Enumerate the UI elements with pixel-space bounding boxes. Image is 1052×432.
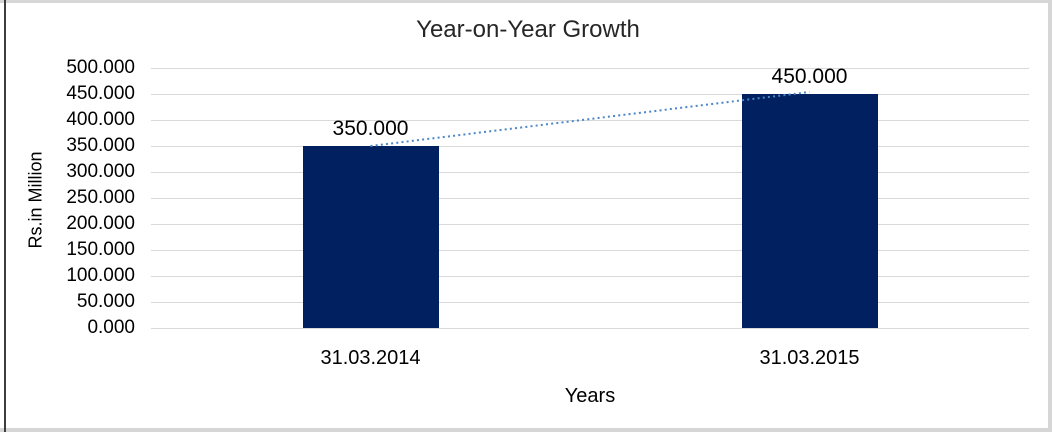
plot-area: 350.000 450.000 (151, 65, 1029, 329)
x-tick-label: 31.03.2014 (320, 347, 421, 369)
trendline (370, 91, 810, 147)
y-tick-label: 300.000 (66, 161, 135, 182)
data-label: 350.000 (332, 117, 409, 140)
y-tick-label: 200.000 (66, 213, 135, 234)
y-tick-label: 0.000 (87, 317, 135, 338)
y-tick-label: 50.000 (76, 291, 135, 312)
y-tick-label: 100.000 (66, 265, 135, 286)
gridline (151, 250, 1029, 251)
gridline (151, 302, 1029, 303)
y-tick-label: 250.000 (66, 187, 135, 208)
x-tick-label: 31.03.2015 (759, 347, 860, 369)
gridline (151, 146, 1029, 147)
bar-31.03.2014 (302, 146, 439, 328)
y-tick-label: 450.000 (66, 83, 135, 104)
gridline (151, 120, 1029, 121)
chart-border-top (0, 0, 1052, 3)
gridline (151, 198, 1029, 199)
gridline (151, 328, 1029, 329)
data-label: 450.000 (771, 65, 848, 88)
chart-border-left (4, 0, 6, 432)
chart-border-bottom (0, 428, 1052, 432)
bar-31.03.2015 (741, 94, 878, 328)
gridline (151, 276, 1029, 277)
gridline (151, 68, 1029, 69)
y-tick-label: 350.000 (66, 135, 135, 156)
x-axis-title: Years (564, 385, 616, 407)
y-tick-label: 400.000 (66, 109, 135, 130)
gridline (151, 172, 1029, 173)
y-tick-label: 500.000 (66, 57, 135, 78)
chart-title: Year-on-Year Growth (416, 16, 640, 43)
chart-border-right (1048, 0, 1052, 432)
gridline (151, 94, 1029, 95)
gridline (151, 224, 1029, 225)
y-tick-label: 150.000 (66, 239, 135, 260)
